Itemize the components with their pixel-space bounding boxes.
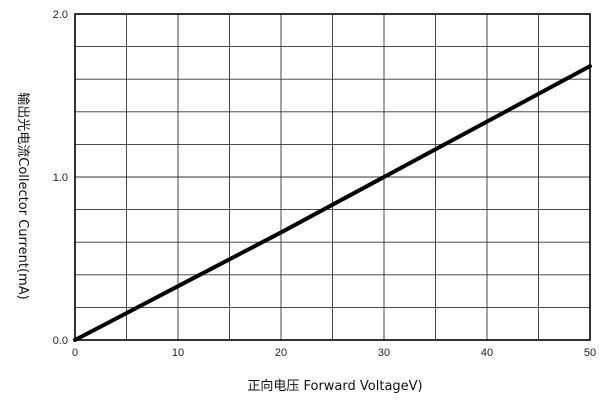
y-axis-label: 输出光电流Collector Current(mA) — [15, 92, 31, 299]
x-tick-label: 0 — [72, 347, 78, 359]
series-line — [73, 64, 592, 342]
x-tick-label: 40 — [481, 347, 493, 359]
y-tick-label: 0.0 — [53, 335, 68, 347]
x-axis-label: 正向电压 Forward VoltageV) — [247, 378, 422, 394]
x-tick-label: 10 — [172, 347, 184, 359]
x-tick-label: 20 — [275, 347, 287, 359]
plot-frame — [74, 13, 591, 341]
y-tick-label: 1.0 — [53, 172, 68, 184]
grid-layer — [75, 14, 590, 340]
x-tick-label: 30 — [378, 347, 390, 359]
tick-labels: 0 10 20 30 40 50 0.0 1.0 2.0 — [53, 9, 596, 359]
y-tick-label: 2.0 — [53, 9, 68, 21]
x-tick-label: 50 — [584, 347, 596, 359]
